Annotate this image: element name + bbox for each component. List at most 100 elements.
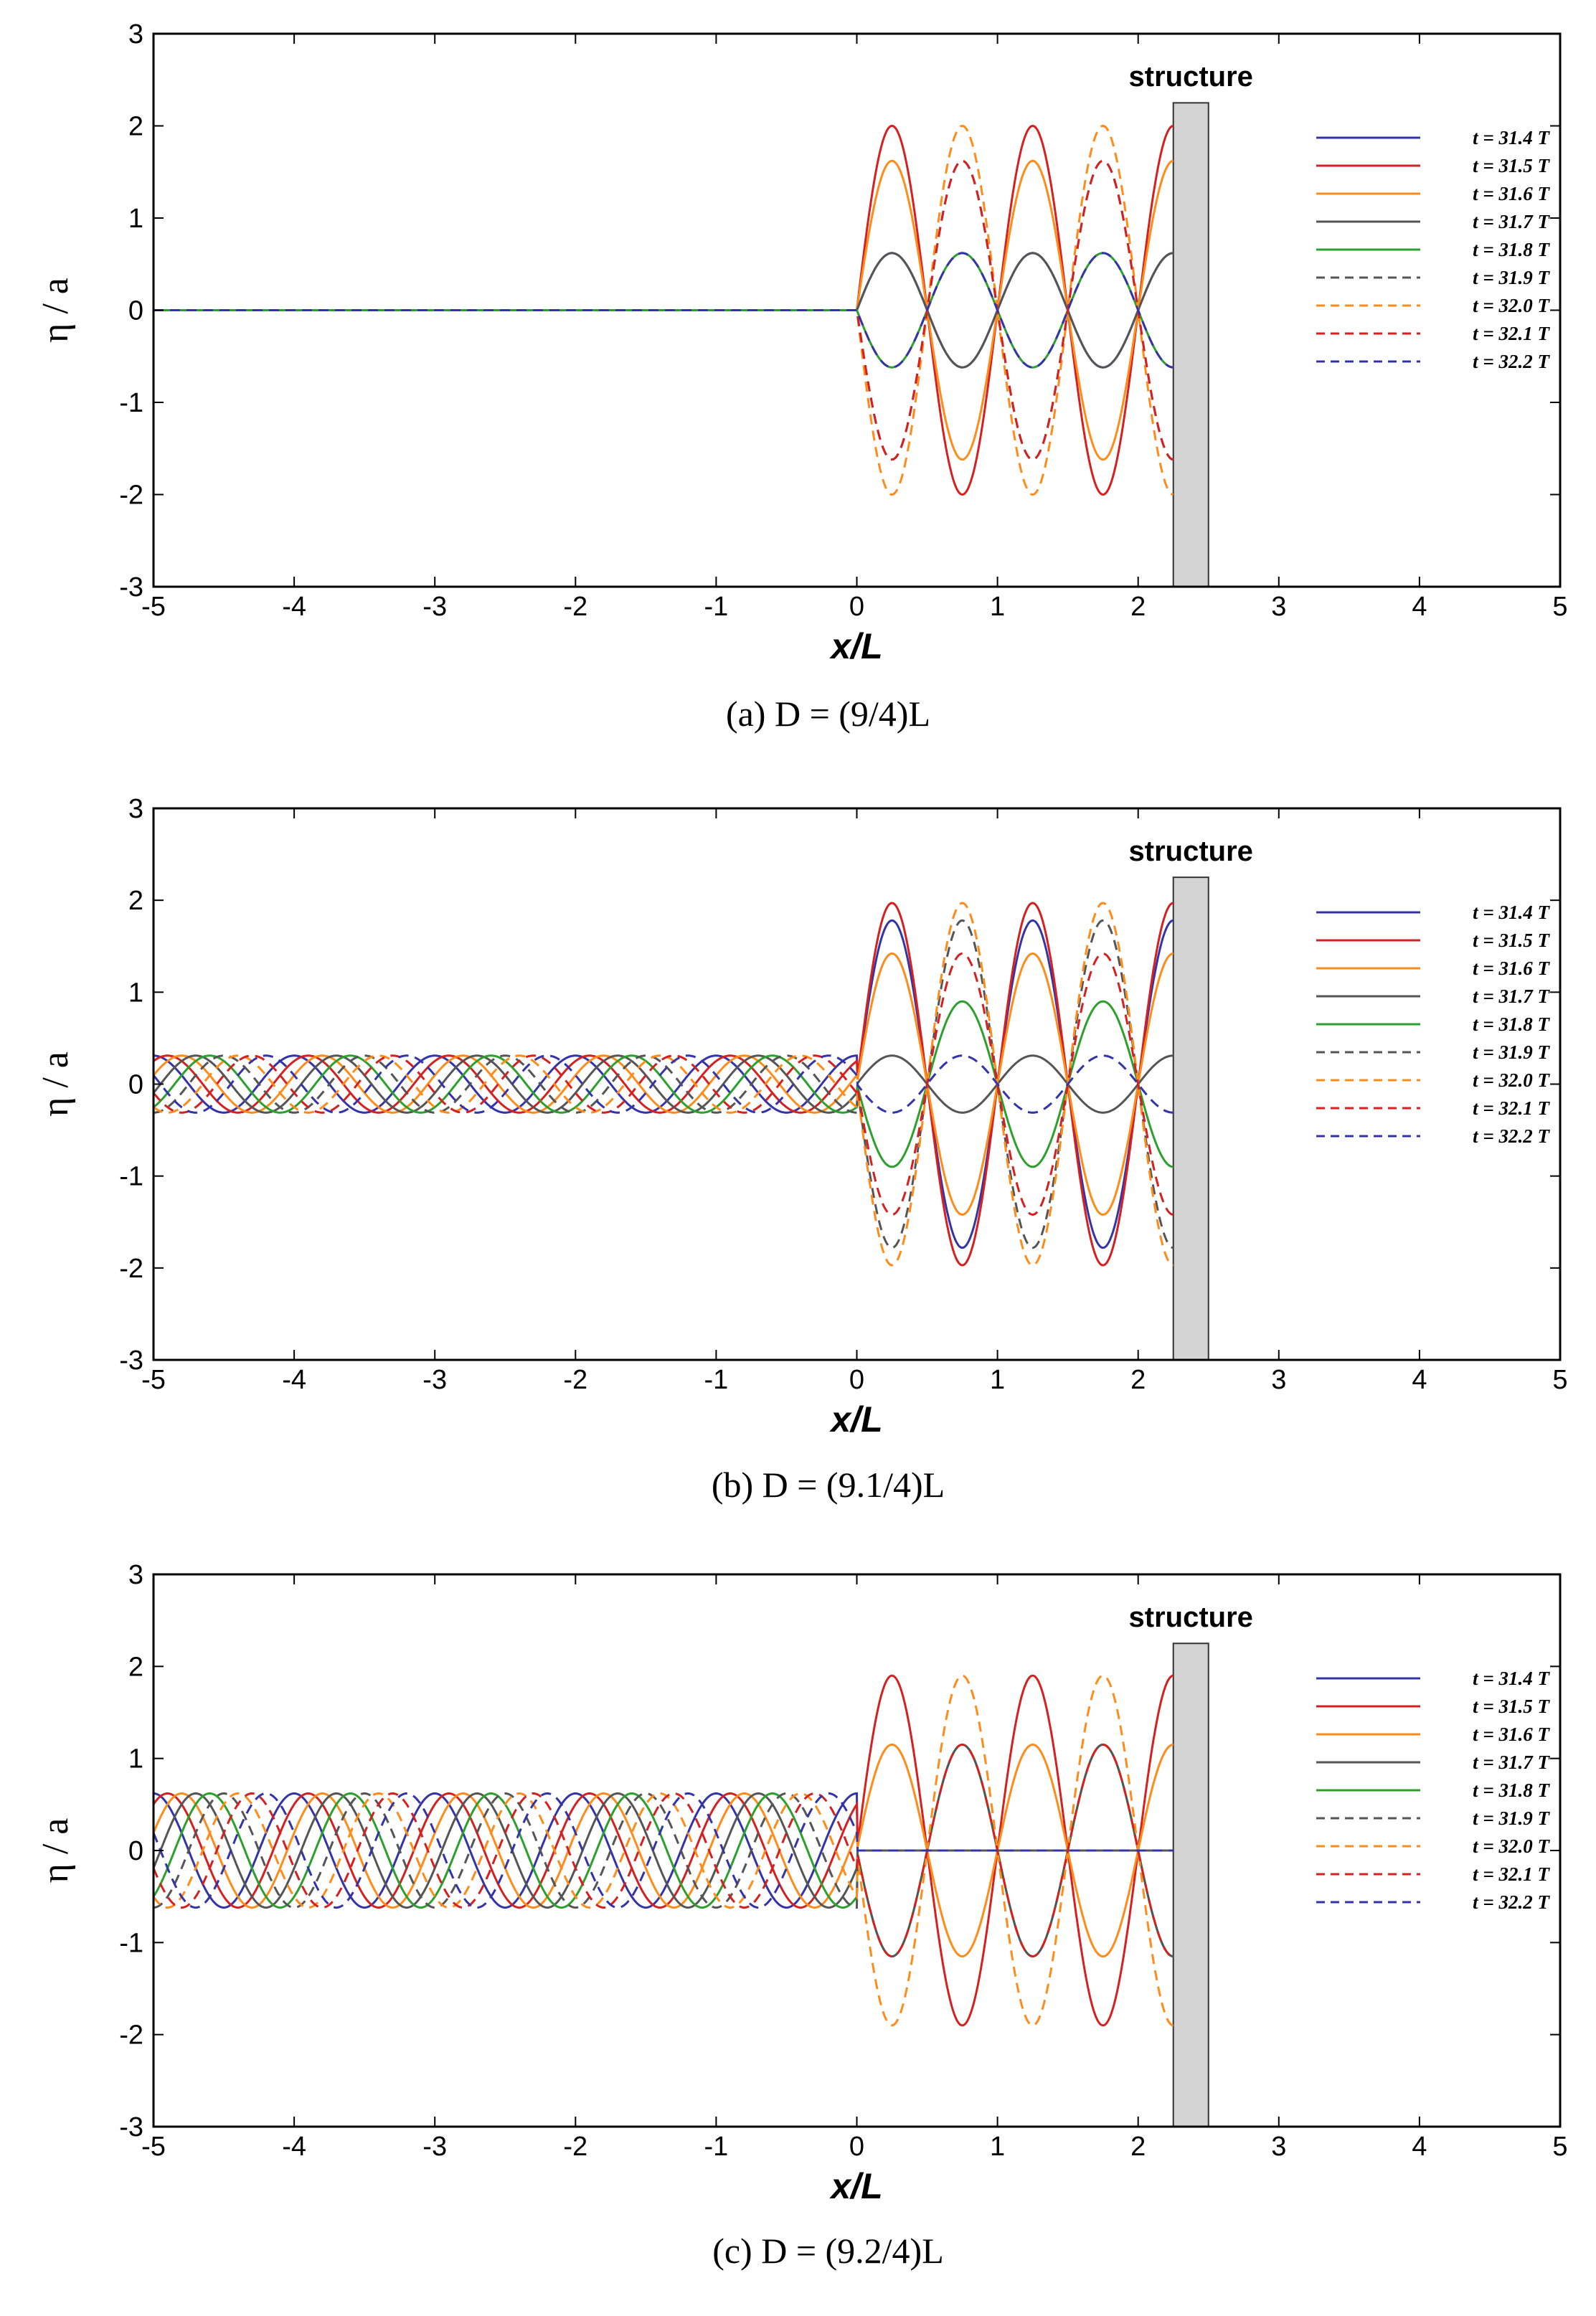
- structure-label: structure: [1129, 1602, 1253, 1633]
- series-group: [154, 124, 1174, 496]
- y-tick-label: -2: [119, 481, 143, 511]
- legend-entry: t = 32.1 T: [1473, 1863, 1550, 1885]
- x-tick-label: -3: [422, 2132, 447, 2162]
- legend-entry: t = 32.1 T: [1473, 323, 1550, 344]
- y-tick-label: 1: [128, 1744, 143, 1774]
- legend-entry: t = 31.7 T: [1473, 986, 1550, 1007]
- series-line-2: [154, 902, 1174, 1267]
- x-tick-label: -1: [704, 1365, 729, 1395]
- panel-caption: (c) D = (9.2/4)L: [712, 2231, 944, 2271]
- structure-block: [1172, 1643, 1209, 2127]
- series-line-5: [154, 1000, 1174, 1168]
- y-tick-label: 0: [128, 1836, 143, 1866]
- legend-entry: t = 31.6 T: [1473, 1724, 1550, 1745]
- x-tick-label: -4: [282, 592, 306, 622]
- y-tick-label: -3: [119, 1346, 143, 1376]
- x-tick-label: -2: [563, 1365, 587, 1395]
- x-tick-label: 1: [990, 2132, 1005, 2162]
- legend-entry: t = 31.9 T: [1473, 267, 1550, 288]
- y-axis-label: η / a: [35, 1818, 76, 1883]
- series-line-1: [154, 919, 1174, 1249]
- x-tick-label: -3: [422, 592, 447, 622]
- x-tick-label: -5: [141, 1365, 166, 1395]
- legend-entry: t = 31.4 T: [1473, 1668, 1550, 1689]
- x-tick-label: 4: [1412, 1365, 1427, 1395]
- series-line-2: [154, 1674, 1174, 2027]
- x-tick-label: 0: [849, 2132, 864, 2162]
- x-tick-label: 1: [990, 592, 1005, 622]
- legend-entry: t = 31.9 T: [1473, 1041, 1550, 1063]
- x-tick-label: -4: [282, 2132, 306, 2162]
- legend-entry: t = 31.8 T: [1473, 239, 1550, 260]
- legend-entry: t = 31.7 T: [1473, 211, 1550, 232]
- x-tick-label: 3: [1271, 592, 1286, 622]
- structure-block: [1172, 102, 1209, 587]
- x-tick-label: 3: [1271, 1365, 1286, 1395]
- legend: t = 31.4 T t = 31.5 T t = 31.6 T t = 31.7 T…: [1316, 127, 1550, 372]
- series-line-8: [154, 952, 1174, 1216]
- x-tick-label: 2: [1130, 1365, 1146, 1395]
- legend-entry: t = 32.0 T: [1473, 1069, 1550, 1091]
- x-axis-label: x/L: [828, 2166, 882, 2206]
- y-tick-label: 3: [128, 19, 143, 49]
- series-group: [154, 902, 1174, 1267]
- x-tick-label: 5: [1552, 2132, 1567, 2162]
- x-tick-label: 4: [1412, 592, 1427, 622]
- series-line-9: [154, 1792, 1174, 1909]
- legend-entry: t = 32.2 T: [1473, 351, 1550, 372]
- structure-block: [1172, 876, 1209, 1361]
- series-group: [154, 1674, 1174, 2027]
- series-line-7: [154, 1674, 1174, 2027]
- x-tick-label: -5: [141, 592, 166, 622]
- series-line-6: [154, 919, 1174, 1249]
- series-line-3: [154, 952, 1174, 1216]
- y-tick-label: 3: [128, 1560, 143, 1590]
- x-axis-label: x/L: [828, 626, 882, 666]
- x-tick-label: 1: [990, 1365, 1005, 1395]
- y-tick-label: -1: [119, 1162, 143, 1192]
- y-tick-label: -2: [119, 2020, 143, 2051]
- legend-entry: t = 32.0 T: [1473, 1835, 1550, 1857]
- series-line-6: [154, 1743, 1174, 1958]
- structure-label: structure: [1129, 836, 1253, 867]
- legend-entry: t = 31.4 T: [1473, 127, 1550, 148]
- x-tick-label: -4: [282, 1365, 306, 1395]
- legend-entry: t = 31.5 T: [1473, 1696, 1550, 1717]
- legend-entry: t = 32.1 T: [1473, 1097, 1550, 1119]
- legend-entry: t = 31.5 T: [1473, 930, 1550, 951]
- x-tick-label: 0: [849, 592, 864, 622]
- y-tick-label: -1: [119, 388, 143, 418]
- legend-entry: t = 31.6 T: [1473, 958, 1550, 979]
- y-tick-label: 0: [128, 1070, 143, 1100]
- legend-entry: t = 31.9 T: [1473, 1807, 1550, 1829]
- y-tick-label: 1: [128, 978, 143, 1008]
- series-line-3: [154, 1743, 1174, 1958]
- chart-panel-c: structure -5 -4 -3 -2 -1 0 1 2 3 4 5 -3 -2 -1 0 1 2 3 x/L η …: [35, 1560, 1568, 2271]
- y-tick-label: -3: [119, 572, 143, 602]
- y-tick-label: 2: [128, 886, 143, 916]
- x-tick-label: -3: [422, 1365, 447, 1395]
- legend-entry: t = 31.5 T: [1473, 155, 1550, 176]
- chart-panel-b: structure -5 -4 -3 -2 -1 0 1 2 3 4 5 -3 -2 -1 0 1 2 3 x/L η …: [35, 794, 1568, 1505]
- x-tick-label: -5: [141, 2132, 166, 2162]
- y-tick-label: -3: [119, 2112, 143, 2142]
- legend-entry: t = 32.2 T: [1473, 1891, 1550, 1913]
- chart-panel-a: structure -5 -4 -3 -2 -1 0 1 2 3 4 5 -3 -2 -1 0 1 2 3 x/L η …: [35, 19, 1568, 734]
- legend-entry: t = 31.7 T: [1473, 1752, 1550, 1773]
- x-tick-label: 0: [849, 1365, 864, 1395]
- y-tick-label: -2: [119, 1254, 143, 1284]
- x-tick-label: -2: [563, 592, 587, 622]
- series-line-9: [154, 1054, 1174, 1114]
- y-axis-label: η / a: [35, 278, 76, 343]
- legend-entry: t = 31.8 T: [1473, 1013, 1550, 1035]
- y-tick-label: 1: [128, 204, 143, 234]
- legend-entry: t = 32.0 T: [1473, 295, 1550, 316]
- legend-entry: t = 31.4 T: [1473, 902, 1550, 923]
- y-tick-label: 0: [128, 296, 143, 326]
- x-tick-label: -1: [704, 592, 729, 622]
- structure-label: structure: [1129, 61, 1253, 93]
- series-line-7: [154, 902, 1174, 1267]
- series-line-4: [154, 1054, 1174, 1114]
- x-tick-label: 2: [1130, 2132, 1146, 2162]
- legend-entry: t = 32.2 T: [1473, 1125, 1550, 1147]
